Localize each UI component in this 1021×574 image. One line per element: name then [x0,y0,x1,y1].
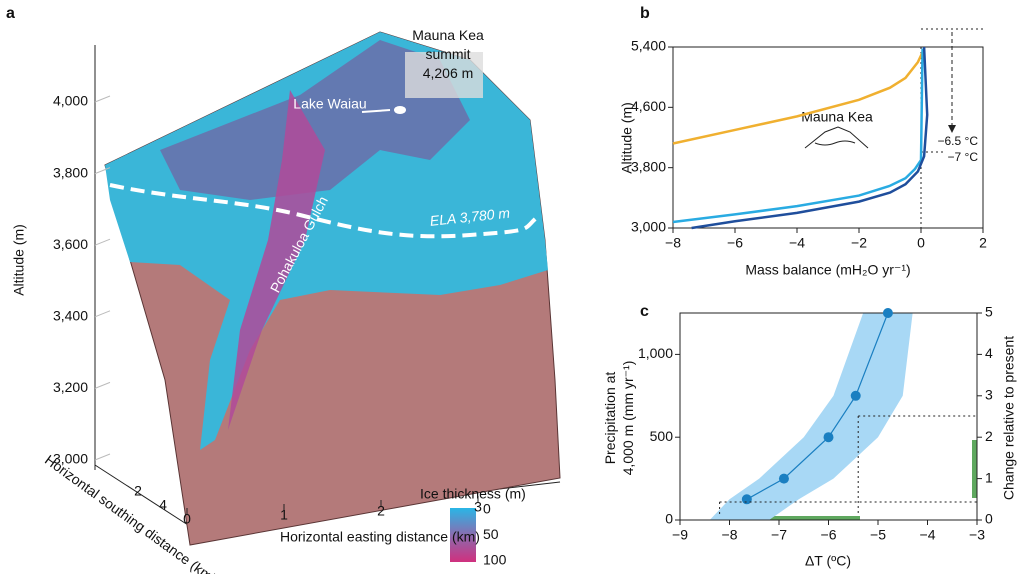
data-point [882,308,893,318]
grid-line [94,238,111,246]
x-tick-label: 2 [979,235,987,251]
y-axis-label: Altitude (m) [11,224,27,296]
y2-tick-label: 4 [985,345,993,361]
x-tick-label: −3 [969,527,985,543]
panel-label: a [6,5,15,22]
data-point [778,473,789,484]
y-tick-label: 500 [650,428,674,444]
annotation: −7 °C [948,150,979,164]
y-tick-label: 3,800 [53,164,88,180]
grid-line [94,167,111,175]
data-point [823,432,834,443]
panel-label: b [640,5,650,22]
y-axis-label: Altitude (m) [619,102,635,174]
data-point [850,390,861,401]
y-tick-label: 3,800 [631,158,666,174]
y-tick-label: 1,000 [638,345,673,361]
x-tick-label: 3 [474,499,482,515]
y2-tick-label: 0 [985,511,993,527]
x-axis-label: ΔT (ºC) [805,553,851,569]
x-tick-label: 1 [280,507,288,523]
grid-line [94,453,111,461]
plot-frame [672,46,984,229]
y-tick-label: 3,000 [53,451,88,467]
panel-label: c [640,303,649,320]
data-line [672,48,924,224]
x-tick-label: 2 [377,503,385,519]
y2-tick-label: 1 [985,469,993,485]
grid-line [94,310,111,318]
x-tick-label: −6 [727,235,743,251]
y-tick-label: 4,600 [631,98,666,114]
y2-axis-label: Change relative to present [1001,336,1017,500]
x-tick-label: −2 [851,235,867,251]
b-decor [804,28,983,228]
surface-graphic [94,31,561,562]
c-decor [722,440,977,520]
z-tick-label: 4 [159,497,167,513]
x-tick-label: 0 [183,511,191,527]
colorbar-tick-label: 50 [483,526,499,542]
x-tick-label: −4 [789,235,805,251]
annotation: Lake Waiau [293,96,366,112]
uncertainty-band [709,313,913,520]
y-tick-label: 5,400 [631,38,666,54]
data-point [741,494,752,505]
y-tick-label: 4,000 [53,93,88,109]
grid-line [94,381,111,389]
y-tick-label: 0 [665,511,673,527]
grid-line [94,95,111,103]
annotation: Mauna Kea [801,109,873,125]
y-tick-label: 3,000 [631,219,666,235]
x-tick-label: −7 [771,527,787,543]
x-tick-label: −4 [920,527,936,543]
y-tick-label: 3,200 [53,379,88,395]
z-tick-label: 2 [134,483,142,499]
y2-tick-label: 2 [985,428,993,444]
x-axis-label: Mass balance (mH₂O yr⁻¹) [745,262,910,278]
x-tick-label: −6 [821,527,837,543]
colorbar-tick-label: 100 [483,552,507,568]
annotation: Mauna Kea summit 4,206 m [412,27,484,81]
x-axis-label: Horizontal easting distance (km) [280,529,480,545]
y-axis-label: Precipitation at 4,000 m (mm yr⁻¹) [602,361,636,476]
y2-tick-label: 3 [985,387,993,403]
colorbar-title: Ice thickness (m) [420,486,526,502]
y-tick-label: 3,600 [53,236,88,252]
x-tick-label: 0 [917,235,925,251]
y2-tick-label: 5 [985,304,993,320]
data-line [691,46,929,230]
x-tick-label: −5 [870,527,886,543]
x-tick-label: −8 [665,235,681,251]
x-tick-label: −8 [722,527,738,543]
colorbar-tick-label: 0 [483,501,491,517]
data-line [672,51,924,145]
x-tick-label: −9 [672,527,688,543]
y-tick-label: 3,400 [53,308,88,324]
annotation: −6.5 °C [938,134,979,148]
